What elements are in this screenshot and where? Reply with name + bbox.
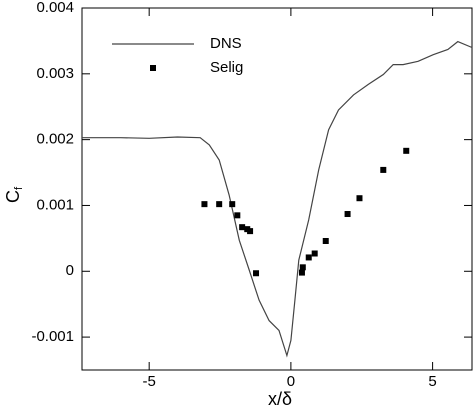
- y-axis-label: Cf: [3, 186, 25, 203]
- marker: [216, 201, 223, 208]
- marker: [305, 254, 312, 261]
- marker: [229, 201, 236, 208]
- y-tick-label: 0.003: [36, 65, 74, 82]
- x-tick-label: 5: [428, 373, 436, 390]
- dns-line: [82, 40, 473, 358]
- legend-label: DNS: [210, 35, 242, 52]
- x-axis-label: x/δ: [268, 389, 292, 409]
- marker: [356, 195, 363, 202]
- y-tick-label: 0.001: [36, 196, 74, 213]
- marker: [201, 201, 208, 208]
- marker: [298, 269, 305, 276]
- y-tick-label: 0: [66, 262, 74, 279]
- marker: [322, 237, 329, 244]
- y-label-sub: f: [13, 186, 25, 190]
- x-tick-label: -5: [143, 373, 156, 390]
- legend-label: Selig: [210, 59, 243, 76]
- marker: [239, 224, 246, 231]
- marker: [253, 270, 260, 277]
- y-tick-label: 0.002: [36, 131, 74, 148]
- marker: [234, 212, 241, 219]
- y-tick-label: 0.004: [36, 0, 74, 16]
- y-tick-label: -0.001: [31, 328, 74, 345]
- legend-marker: [150, 65, 156, 71]
- marker: [344, 211, 351, 218]
- plot-frame: [81, 7, 473, 371]
- y-label-main: C: [3, 190, 23, 203]
- x-tick-label: 0: [287, 373, 295, 390]
- marker: [247, 228, 254, 235]
- marker: [299, 264, 306, 271]
- marker: [403, 147, 410, 154]
- marker: [380, 166, 387, 173]
- marker: [311, 250, 318, 257]
